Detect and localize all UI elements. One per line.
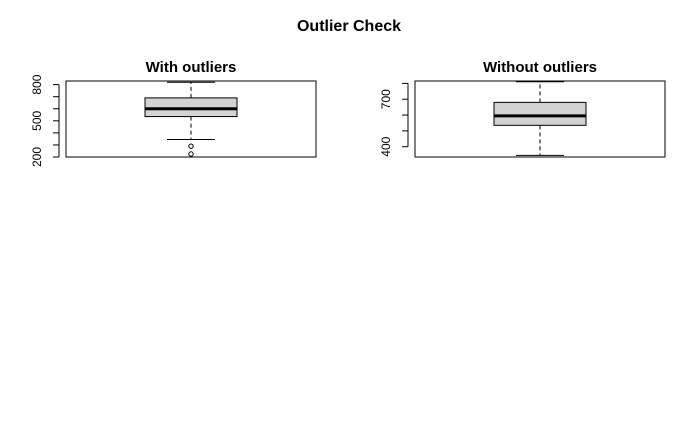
y-tick-label: 400 bbox=[379, 136, 393, 156]
panel-title: Without outliers bbox=[483, 59, 597, 76]
panel-without-outliers: Without outliers 400 700 bbox=[379, 59, 666, 158]
outlier-point bbox=[188, 143, 194, 149]
y-tick-label: 800 bbox=[30, 74, 44, 94]
y-tick-label: 200 bbox=[30, 147, 44, 167]
panel-title: With outliers bbox=[146, 59, 237, 76]
iqr-box bbox=[493, 101, 587, 126]
panel-with-outliers: With outliers 200 500 800 bbox=[30, 59, 317, 167]
plot-frame bbox=[414, 80, 666, 158]
figure-title: Outlier Check bbox=[297, 18, 401, 35]
y-tick-label: 500 bbox=[30, 110, 44, 130]
y-tick-label: 700 bbox=[379, 89, 393, 109]
outlier-point bbox=[188, 151, 194, 157]
plot-frame bbox=[65, 80, 317, 158]
iqr-box bbox=[144, 97, 238, 118]
